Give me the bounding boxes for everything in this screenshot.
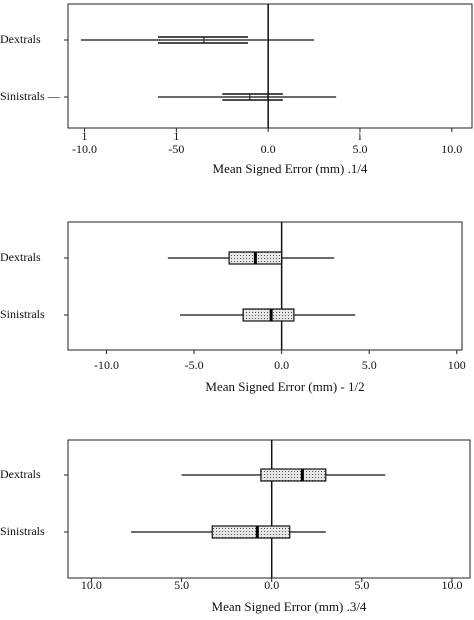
tick-annotation: i	[358, 129, 362, 143]
box	[260, 468, 327, 482]
x-tick-label: 10.0	[441, 578, 462, 592]
x-tick-label: 0.0	[261, 142, 276, 156]
x-tick-label: 10.0	[81, 578, 102, 592]
tick-annotation: 1	[82, 129, 88, 143]
x-tick-label: -50	[168, 142, 184, 156]
plot-frame	[67, 3, 473, 129]
x-tick-label: 0.0	[264, 578, 279, 592]
plot-frame	[67, 439, 471, 579]
box	[211, 525, 291, 539]
x-tick-label: 0.0	[274, 358, 289, 372]
x-axis-label: Mean Signed Error (mm) - 1/2	[205, 379, 364, 394]
x-tick-label: 5.0	[354, 578, 369, 592]
x-tick-label: -5.0	[185, 358, 204, 372]
plot-frame	[67, 221, 463, 351]
box	[242, 308, 295, 322]
category-label: Dextrals	[0, 32, 41, 46]
x-tick-label: -10.0	[94, 358, 119, 372]
x-tick-label: -10.0	[72, 142, 97, 156]
category-label: Sinistrals	[0, 524, 45, 538]
category-label: Sinistrals —	[0, 89, 61, 103]
x-tick-label: 5.0	[174, 578, 189, 592]
category-label: Sinistrals	[0, 307, 45, 321]
x-tick-label: 10.0	[441, 142, 462, 156]
category-label: Dextrals	[0, 250, 41, 264]
tick-annotation: 1	[173, 129, 179, 143]
x-tick-label: 100	[448, 358, 466, 372]
x-axis-label: Mean Signed Error (mm) .1/4	[213, 161, 368, 176]
x-tick-label: 5.0	[352, 142, 367, 156]
x-tick-label: 5.0	[362, 358, 377, 372]
x-axis-label: Mean Signed Error (mm) .3/4	[212, 599, 367, 614]
category-label: Dextrals	[0, 467, 41, 481]
